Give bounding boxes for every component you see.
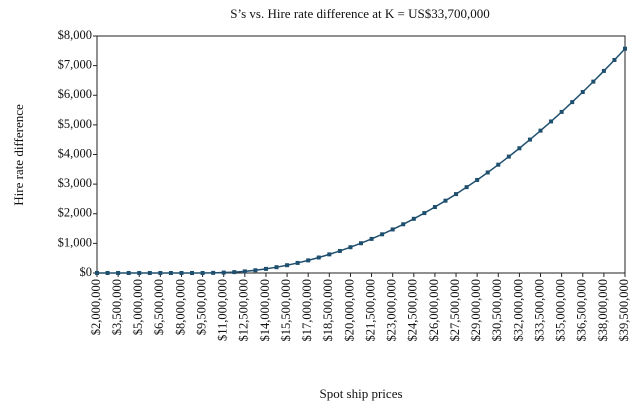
data-line	[97, 48, 626, 274]
data-point	[274, 265, 279, 270]
data-point	[158, 271, 163, 275]
data-point	[126, 271, 131, 275]
data-point	[95, 271, 99, 275]
data-point	[327, 252, 332, 257]
data-point	[348, 245, 353, 250]
data-point	[527, 137, 532, 142]
y-tick-label: $5,000	[58, 117, 92, 131]
data-point	[337, 248, 342, 253]
y-tick-label: $1,000	[58, 235, 92, 249]
x-tick-label: $36,500,000	[575, 279, 589, 342]
data-point	[454, 192, 459, 197]
data-point	[253, 268, 258, 273]
data-point	[168, 271, 173, 275]
data-point	[570, 100, 575, 105]
data-point	[549, 119, 554, 124]
data-point	[242, 269, 247, 274]
data-point	[221, 270, 226, 275]
data-point	[411, 216, 416, 221]
x-tick-label: $2,000,000	[89, 279, 103, 335]
x-tick-label: $5,000,000	[131, 279, 145, 335]
x-tick-label: $32,000,000	[511, 279, 525, 342]
data-point	[559, 109, 564, 114]
data-point	[285, 263, 290, 268]
y-tick-label: $8,000	[58, 28, 92, 42]
y-tick-label: $6,000	[58, 87, 92, 101]
x-tick-label: $3,500,000	[110, 279, 124, 335]
x-tick-label: $27,500,000	[448, 279, 462, 342]
data-point	[295, 260, 300, 265]
y-tick-label: $3,000	[58, 176, 92, 190]
data-point	[496, 162, 501, 167]
data-point	[464, 185, 469, 190]
x-tick-label: $8,000,000	[173, 279, 187, 335]
data-point	[612, 57, 617, 62]
data-point	[147, 271, 152, 275]
x-tick-label: $11,000,000	[216, 279, 230, 341]
x-tick-label: $15,500,000	[279, 279, 293, 342]
x-tick-label: $21,500,000	[363, 279, 377, 342]
x-tick-label: $9,500,000	[194, 279, 208, 335]
x-tick-label: $18,500,000	[321, 279, 335, 342]
data-point	[105, 271, 110, 275]
chart-title: S’s vs. Hire rate difference at K = US$3…	[230, 6, 489, 21]
x-tick-label: $6,500,000	[152, 279, 166, 335]
x-tick-label: $20,000,000	[342, 279, 356, 342]
x-tick-label: $14,000,000	[258, 279, 272, 342]
data-point	[580, 89, 585, 94]
data-point	[116, 271, 121, 275]
data-point	[591, 79, 596, 84]
data-point	[390, 227, 395, 232]
x-tick-label: $30,500,000	[490, 279, 504, 342]
data-point	[380, 232, 385, 237]
data-point	[601, 68, 606, 73]
data-point	[538, 128, 543, 133]
data-point	[369, 236, 374, 241]
x-tick-label: $24,500,000	[406, 279, 420, 342]
y-tick-label: $7,000	[58, 58, 92, 72]
data-point	[200, 271, 205, 275]
data-point	[137, 271, 142, 275]
data-point	[190, 271, 195, 275]
data-point	[359, 241, 363, 246]
x-tick-label: $26,000,000	[427, 279, 441, 342]
data-point	[443, 198, 448, 203]
y-tick-label: $2,000	[58, 206, 92, 220]
x-tick-label: $35,000,000	[554, 279, 568, 342]
data-point	[623, 46, 627, 51]
plot-frame	[96, 35, 626, 274]
data-point	[316, 255, 321, 260]
data-point	[232, 270, 237, 275]
x-tick-label: $17,000,000	[300, 279, 314, 342]
x-tick-label: $12,500,000	[237, 279, 251, 342]
data-point	[306, 258, 311, 263]
x-tick-label: $38,000,000	[596, 279, 610, 342]
data-point	[432, 205, 437, 210]
data-point	[475, 177, 480, 182]
data-point	[263, 266, 268, 271]
y-tick-label: $0	[80, 265, 93, 279]
y-tick-label: $4,000	[58, 146, 92, 160]
data-point	[485, 170, 490, 175]
data-point	[401, 222, 406, 227]
y-axis-label: Hire rate difference	[11, 104, 26, 206]
data-point	[517, 146, 522, 151]
data-point	[211, 270, 216, 275]
x-tick-label: $39,500,000	[617, 279, 631, 342]
data-point	[422, 211, 427, 216]
data-point	[179, 271, 184, 275]
x-tick-label: $23,000,000	[385, 279, 399, 342]
data-point	[506, 154, 511, 159]
x-tick-label: $33,500,000	[532, 279, 546, 342]
x-tick-label: $29,000,000	[469, 279, 483, 342]
x-axis-label: Spot ship prices	[319, 386, 402, 401]
